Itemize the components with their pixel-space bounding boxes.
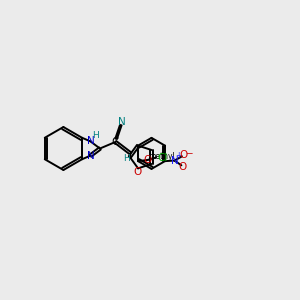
Text: methyl: methyl bbox=[148, 152, 175, 161]
Text: H: H bbox=[123, 154, 130, 163]
Text: N: N bbox=[118, 117, 125, 127]
Text: O: O bbox=[143, 155, 152, 165]
Text: C: C bbox=[112, 137, 119, 147]
Text: N: N bbox=[86, 151, 94, 161]
Text: +: + bbox=[176, 151, 182, 160]
Text: N: N bbox=[86, 136, 94, 146]
Text: N: N bbox=[171, 155, 178, 166]
Text: −: − bbox=[185, 148, 193, 157]
Text: H: H bbox=[92, 131, 99, 140]
Text: O: O bbox=[133, 167, 142, 177]
Text: O: O bbox=[179, 150, 188, 160]
Text: O: O bbox=[179, 161, 187, 172]
Text: Cl: Cl bbox=[157, 153, 167, 163]
